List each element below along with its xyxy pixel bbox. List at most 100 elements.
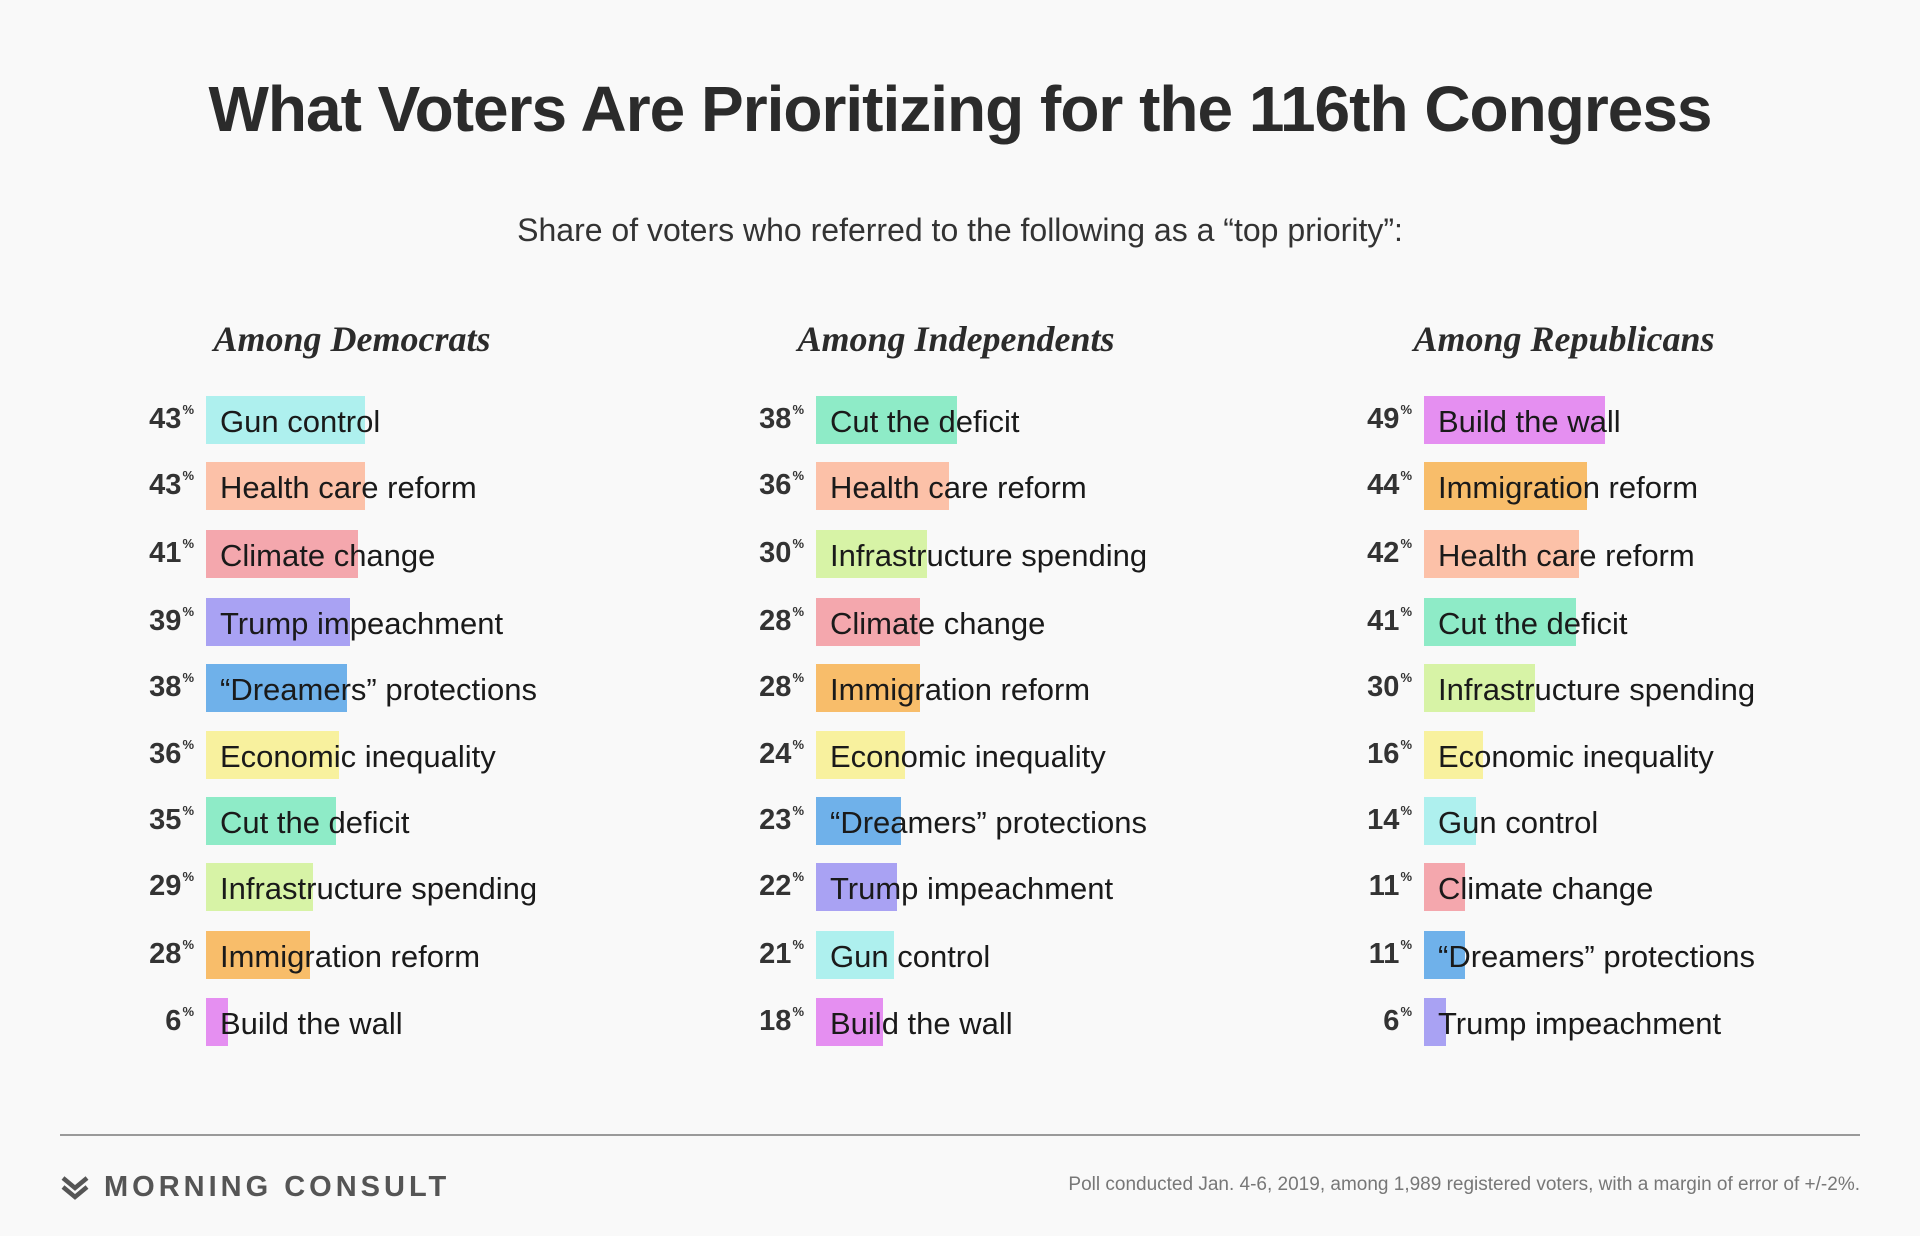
bar-row: 42% Health care reform xyxy=(0,530,1920,578)
value-number: 36 xyxy=(759,469,792,501)
footer-divider xyxy=(60,1134,1860,1136)
percent-symbol: % xyxy=(792,737,804,752)
category-label: Build the wall xyxy=(220,1006,403,1041)
percent-symbol: % xyxy=(182,670,194,685)
value-label: 16% xyxy=(1332,737,1412,771)
bar-row: 41% Cut the deficit xyxy=(0,598,1920,646)
value-number: 24 xyxy=(759,738,792,770)
bar-row: 41% Climate change xyxy=(0,530,1920,578)
value-label: 23% xyxy=(724,803,804,837)
bar-row: 38% Cut the deficit xyxy=(0,396,1920,444)
value-label: 30% xyxy=(1332,670,1412,704)
category-label: Health care reform xyxy=(830,470,1087,505)
percent-symbol: % xyxy=(1400,1004,1412,1019)
bar-row: 35% Cut the deficit xyxy=(0,797,1920,845)
bar xyxy=(1424,931,1465,979)
value-number: 35 xyxy=(149,804,182,836)
bar xyxy=(1424,664,1535,712)
bar xyxy=(206,396,366,444)
value-label: 6% xyxy=(114,1004,194,1038)
bar xyxy=(816,598,920,646)
bar-row: 28% Climate change xyxy=(0,598,1920,646)
bar xyxy=(206,530,358,578)
bar-row: 18% Build the wall xyxy=(0,998,1920,1046)
bar-row: 11% “Dreamers” protections xyxy=(0,931,1920,979)
category-label: Economic inequality xyxy=(830,739,1106,774)
bar xyxy=(816,664,920,712)
category-label: Climate change xyxy=(830,606,1046,641)
category-label: Health care reform xyxy=(1438,538,1695,573)
category-label: “Dreamers” protections xyxy=(1438,939,1755,974)
percent-symbol: % xyxy=(792,670,804,685)
value-label: 44% xyxy=(1332,468,1412,502)
percent-symbol: % xyxy=(182,869,194,884)
percent-symbol: % xyxy=(792,803,804,818)
category-label: Build the wall xyxy=(830,1006,1013,1041)
bar xyxy=(816,731,905,779)
percent-symbol: % xyxy=(1400,402,1412,417)
category-label: Economic inequality xyxy=(1438,739,1714,774)
value-number: 38 xyxy=(149,671,182,703)
category-label: Immigration reform xyxy=(220,939,481,974)
bar-row: 39% Trump impeachment xyxy=(0,598,1920,646)
percent-symbol: % xyxy=(1400,737,1412,752)
bar-row: 29% Infrastructure spending xyxy=(0,863,1920,911)
bar xyxy=(206,664,347,712)
percent-symbol: % xyxy=(182,604,194,619)
panel-title-republicans: Among Republicans xyxy=(1413,319,1715,359)
value-number: 14 xyxy=(1367,804,1400,836)
value-label: 21% xyxy=(724,937,804,971)
percent-symbol: % xyxy=(182,468,194,483)
value-number: 11 xyxy=(1368,938,1400,970)
percent-symbol: % xyxy=(792,937,804,952)
value-number: 28 xyxy=(149,938,182,970)
percent-symbol: % xyxy=(792,536,804,551)
chart-subtitle: Share of voters who referred to the foll… xyxy=(517,212,1403,248)
bar-row: 11% Climate change xyxy=(0,863,1920,911)
category-label: Infrastructure spending xyxy=(1438,672,1756,707)
value-number: 16 xyxy=(1367,738,1400,770)
bar-row: 30% Infrastructure spending xyxy=(0,530,1920,578)
value-label: 11% xyxy=(1332,869,1412,903)
value-number: 30 xyxy=(759,537,792,569)
value-number: 28 xyxy=(759,605,792,637)
category-label: Trump impeachment xyxy=(830,871,1114,906)
bar xyxy=(816,931,894,979)
category-label: “Dreamers” protections xyxy=(830,805,1147,840)
bar-row: 38% “Dreamers” protections xyxy=(0,664,1920,712)
brand-logo: MORNING CONSULT xyxy=(60,1167,450,1207)
category-label: Gun control xyxy=(1438,805,1599,840)
value-label: 11% xyxy=(1332,937,1412,971)
bar xyxy=(816,998,883,1046)
percent-symbol: % xyxy=(1400,869,1412,884)
bar-row: 6% Build the wall xyxy=(0,998,1920,1046)
chart-title: What Voters Are Prioritizing for the 116… xyxy=(208,73,1712,145)
percent-symbol: % xyxy=(792,468,804,483)
category-label: Immigration reform xyxy=(830,672,1091,707)
bar xyxy=(206,931,310,979)
value-number: 42 xyxy=(1367,537,1400,569)
category-label: Trump impeachment xyxy=(220,606,504,641)
value-label: 28% xyxy=(114,937,194,971)
value-number: 30 xyxy=(1367,671,1400,703)
percent-symbol: % xyxy=(1400,670,1412,685)
bar xyxy=(1424,396,1606,444)
value-label: 42% xyxy=(1332,536,1412,570)
category-label: Cut the deficit xyxy=(830,404,1020,439)
category-label: Gun control xyxy=(220,404,381,439)
percent-symbol: % xyxy=(182,937,194,952)
bar-row: 6% Trump impeachment xyxy=(0,998,1920,1046)
value-number: 29 xyxy=(149,870,182,902)
category-label: Immigration reform xyxy=(1438,470,1699,505)
value-label: 43% xyxy=(114,402,194,436)
bar-row: 43% Health care reform xyxy=(0,462,1920,510)
value-label: 36% xyxy=(114,737,194,771)
value-label: 24% xyxy=(724,737,804,771)
bar xyxy=(816,863,898,911)
bar-row: 28% Immigration reform xyxy=(0,931,1920,979)
bar-row: 23% “Dreamers” protections xyxy=(0,797,1920,845)
value-label: 35% xyxy=(114,803,194,837)
value-label: 29% xyxy=(114,869,194,903)
value-label: 22% xyxy=(724,869,804,903)
bar xyxy=(206,797,336,845)
